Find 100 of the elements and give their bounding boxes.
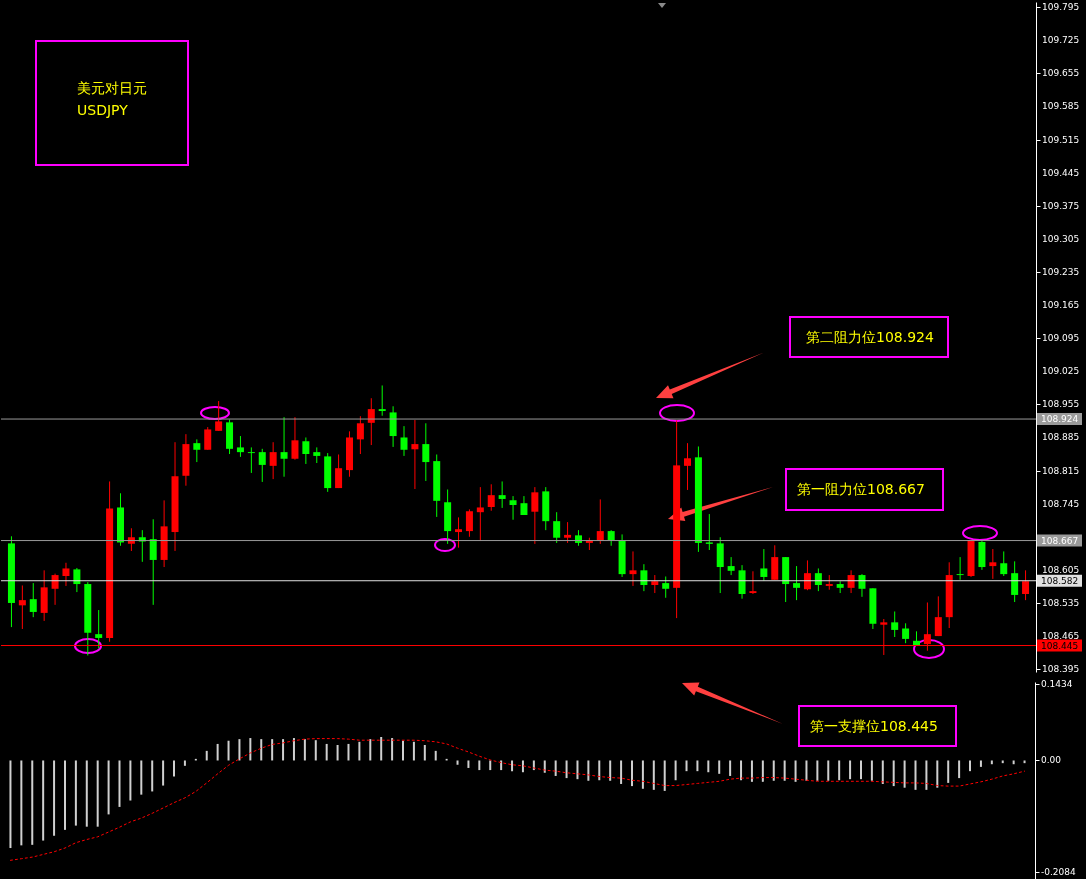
bar [849, 760, 852, 780]
bar [456, 760, 459, 765]
candlestick [280, 416, 288, 478]
bar [173, 760, 176, 777]
bar [521, 760, 524, 773]
bar [740, 760, 743, 781]
y-tick-label: 109.305 [1042, 233, 1080, 244]
candlestick [738, 564, 746, 600]
bar [162, 760, 165, 786]
candlestick [705, 513, 713, 551]
y-tick-label: 109.655 [1042, 68, 1080, 79]
y-tick-label: -0.2084 [1041, 866, 1077, 877]
candlestick [553, 511, 561, 544]
bar [216, 743, 219, 761]
candlestick [411, 419, 419, 490]
bar [107, 760, 110, 815]
candlestick [51, 573, 59, 606]
bar [859, 760, 862, 780]
candlestick [1022, 569, 1030, 601]
candlestick [29, 582, 37, 618]
candlestick [716, 536, 724, 594]
bar [881, 760, 884, 784]
candlestick [302, 436, 310, 465]
candlestick [455, 516, 463, 549]
bar [870, 760, 873, 781]
y-tick-label: 108.885 [1042, 432, 1080, 443]
candlestick [771, 544, 779, 581]
candlestick [269, 441, 277, 480]
ref-line-label: 108.924 [1041, 414, 1079, 425]
annotation: 第二阻力位108.924 [806, 328, 934, 346]
candlestick [1000, 550, 1008, 577]
y-tick-label: 108.815 [1042, 465, 1080, 476]
bar [652, 760, 655, 790]
bar [336, 745, 339, 761]
bar [587, 760, 590, 781]
candlestick [335, 454, 343, 489]
candlestick [18, 584, 26, 630]
candlestick [629, 550, 637, 587]
y-tick-label: 109.375 [1042, 200, 1080, 211]
bar [314, 740, 317, 761]
bar [238, 739, 241, 761]
y-tick-label: 108.955 [1042, 399, 1080, 410]
bar [903, 760, 906, 788]
bar [794, 760, 797, 782]
bar [598, 760, 601, 781]
bar [750, 760, 753, 782]
candlestick [62, 562, 70, 587]
candlestick [422, 422, 430, 482]
candlestick [487, 483, 495, 512]
bar [707, 760, 710, 773]
bar [979, 760, 982, 767]
y-tick-label: 108.745 [1042, 498, 1080, 509]
bar [805, 760, 808, 781]
annotation: 美元对日元 [77, 79, 147, 97]
candlestick [193, 438, 201, 463]
bar [630, 760, 633, 787]
annotation: 第一支撑位108.445 [810, 717, 938, 735]
bar [554, 760, 557, 776]
candlestick [465, 508, 473, 538]
candlestick [640, 563, 648, 592]
bar [936, 760, 939, 788]
candlestick [509, 495, 517, 521]
line-series [9, 738, 1026, 861]
bar [925, 760, 928, 790]
bar [478, 760, 481, 771]
y-tick-label: 0.00 [1041, 755, 1062, 766]
y-tick-label: 108.535 [1042, 597, 1080, 608]
candlestick [204, 426, 212, 451]
bar [685, 760, 688, 772]
candlestick [531, 486, 539, 545]
y-tick-label: 108.605 [1042, 564, 1080, 575]
bar [347, 743, 350, 761]
bar [96, 760, 99, 827]
bar [500, 760, 503, 771]
bar [609, 760, 612, 781]
candlestick [760, 548, 768, 582]
bar [969, 760, 972, 772]
bar [358, 741, 361, 761]
candlestick [127, 527, 135, 552]
bar [118, 760, 121, 807]
bar [772, 760, 775, 781]
bar [325, 743, 328, 761]
bar [20, 760, 23, 846]
bar [729, 760, 732, 776]
bar [718, 760, 721, 774]
bar [151, 760, 154, 792]
candlestick [476, 486, 484, 542]
candlestick [803, 559, 811, 591]
bar [827, 760, 830, 781]
bar [1001, 760, 1004, 764]
candlestick [378, 384, 386, 417]
candlestick [902, 622, 910, 644]
y-tick-label: 109.515 [1042, 134, 1080, 145]
bar [183, 760, 186, 766]
bar [9, 760, 12, 849]
y-tick-label: 109.235 [1042, 266, 1080, 277]
bar [205, 750, 208, 761]
y-tick-label: 109.795 [1042, 2, 1080, 13]
bar [783, 760, 786, 781]
y-tick-label: 109.585 [1042, 101, 1080, 112]
